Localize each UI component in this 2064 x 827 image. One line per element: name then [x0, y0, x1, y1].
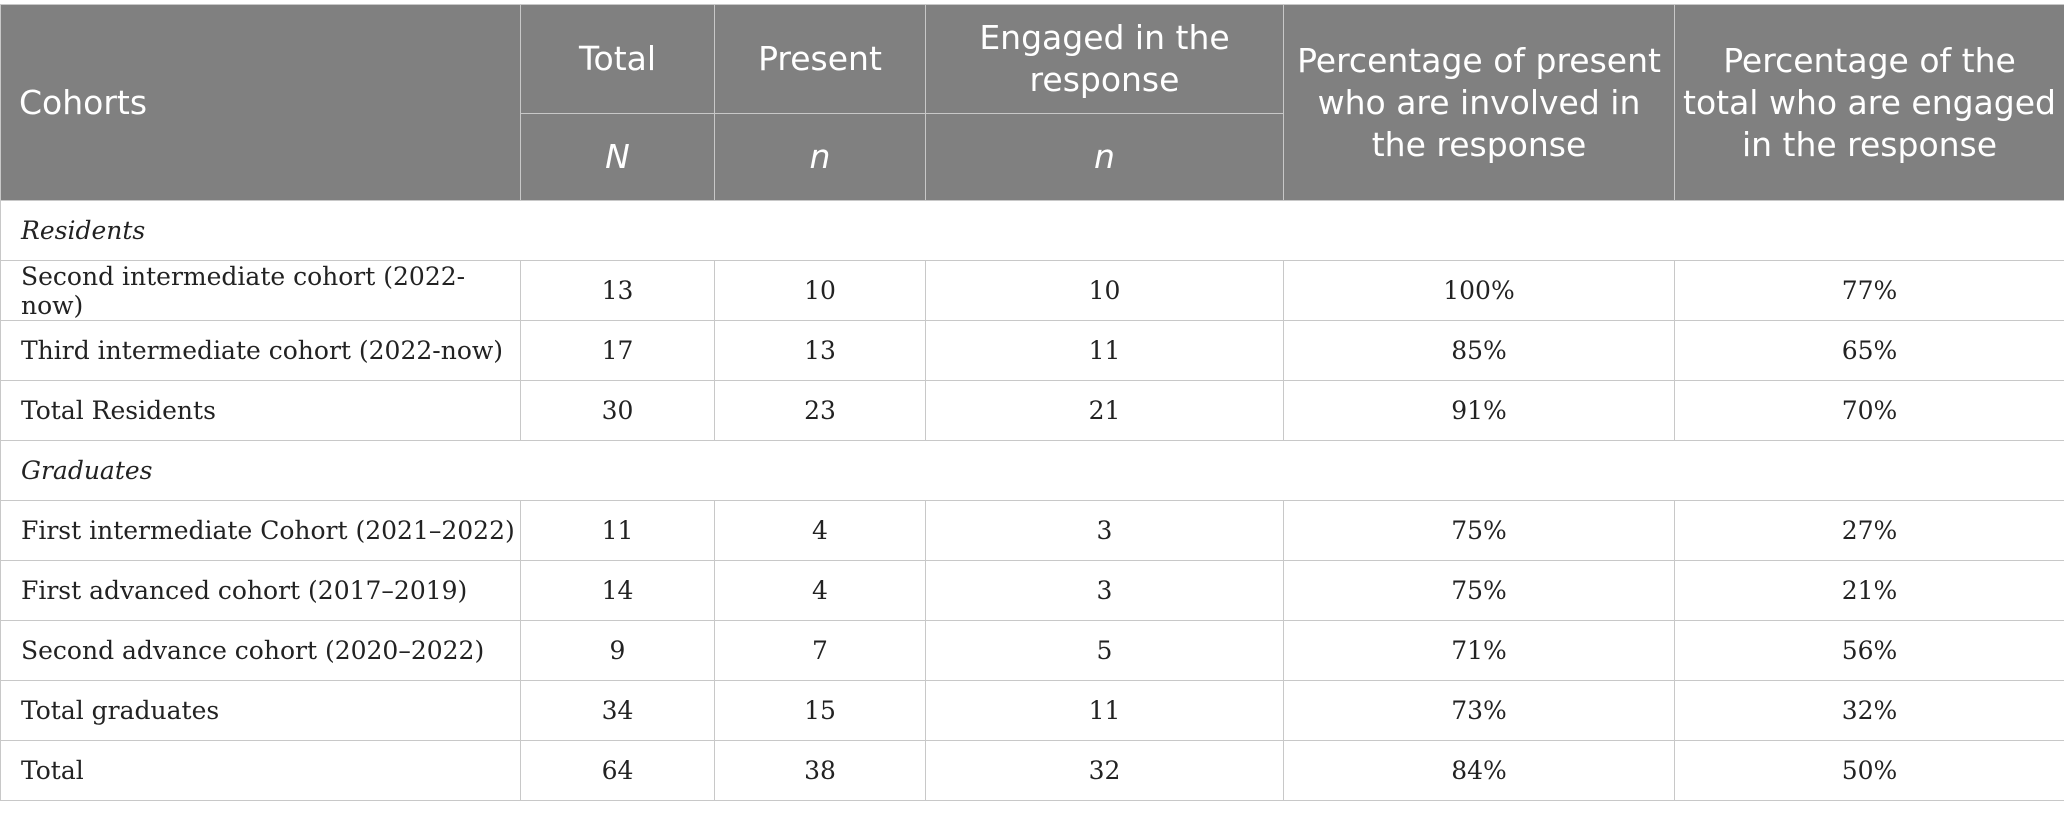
cell-pct-total: 21%	[1674, 560, 2064, 621]
cell-pct-present: 75%	[1283, 500, 1675, 561]
cell-total: 64	[520, 740, 715, 801]
cell-engaged: 21	[925, 380, 1284, 441]
cell-pct-total: 77%	[1674, 260, 2064, 321]
cell-cohort: Total	[0, 740, 521, 801]
cell-present: 10	[714, 260, 926, 321]
cell-present: 38	[714, 740, 926, 801]
section-title: Residents	[0, 200, 2064, 261]
cell-total: 34	[520, 680, 715, 741]
cell-present: 4	[714, 560, 926, 621]
cell-cohort: First intermediate Cohort (2021–2022)	[0, 500, 521, 561]
table-row: Second intermediate cohort (2022-now) 13…	[0, 260, 2064, 321]
table-row: First advanced cohort (2017–2019) 14 4 3…	[0, 560, 2064, 621]
cell-pct-total: 65%	[1674, 320, 2064, 381]
cell-pct-present: 73%	[1283, 680, 1675, 741]
cell-pct-present: 100%	[1283, 260, 1675, 321]
cohorts-table: Cohorts Total Present Engaged in the res…	[0, 4, 2064, 801]
cell-engaged: 11	[925, 320, 1284, 381]
cell-pct-total: 32%	[1674, 680, 2064, 741]
header-pct-total: Percentage of the total who are engaged …	[1674, 4, 2064, 201]
table-body: Residents Second intermediate cohort (20…	[0, 200, 2064, 801]
header-engaged: Engaged in the response	[925, 4, 1284, 114]
header-symbol-present: n	[714, 113, 926, 201]
header-symbol-total: N	[520, 113, 715, 201]
header-pct-present: Percentage of present who are involved i…	[1283, 4, 1675, 201]
cell-present: 13	[714, 320, 926, 381]
table-row: First intermediate Cohort (2021–2022) 11…	[0, 500, 2064, 561]
cell-pct-present: 85%	[1283, 320, 1675, 381]
cell-engaged: 3	[925, 560, 1284, 621]
cell-cohort: Second intermediate cohort (2022-now)	[0, 260, 521, 321]
cell-cohort: Total Residents	[0, 380, 521, 441]
cell-pct-total: 50%	[1674, 740, 2064, 801]
cell-engaged: 5	[925, 620, 1284, 681]
cell-present: 15	[714, 680, 926, 741]
cell-pct-total: 56%	[1674, 620, 2064, 681]
table-row: Third intermediate cohort (2022-now) 17 …	[0, 320, 2064, 381]
section-title: Graduates	[0, 440, 2064, 501]
cell-total: 11	[520, 500, 715, 561]
cell-present: 4	[714, 500, 926, 561]
header-total: Total	[520, 4, 715, 114]
header-cohorts: Cohorts	[0, 4, 521, 201]
cell-cohort: First advanced cohort (2017–2019)	[0, 560, 521, 621]
cell-cohort: Second advance cohort (2020–2022)	[0, 620, 521, 681]
cell-pct-present: 84%	[1283, 740, 1675, 801]
cell-total: 13	[520, 260, 715, 321]
table-row: Total graduates 34 15 11 73% 32%	[0, 680, 2064, 741]
table-row: Second advance cohort (2020–2022) 9 7 5 …	[0, 620, 2064, 681]
cell-pct-total: 27%	[1674, 500, 2064, 561]
table-row: Total Residents 30 23 21 91% 70%	[0, 380, 2064, 441]
cell-total: 14	[520, 560, 715, 621]
cell-total: 9	[520, 620, 715, 681]
cell-pct-present: 91%	[1283, 380, 1675, 441]
cell-cohort: Third intermediate cohort (2022-now)	[0, 320, 521, 381]
section-row-graduates: Graduates	[0, 440, 2064, 501]
cell-pct-present: 75%	[1283, 560, 1675, 621]
cell-present: 7	[714, 620, 926, 681]
cell-total: 30	[520, 380, 715, 441]
cell-total: 17	[520, 320, 715, 381]
cell-pct-total: 70%	[1674, 380, 2064, 441]
header-symbol-engaged: n	[925, 113, 1284, 201]
cell-engaged: 11	[925, 680, 1284, 741]
grand-total-row: Total 64 38 32 84% 50%	[0, 740, 2064, 801]
cell-engaged: 3	[925, 500, 1284, 561]
cell-pct-present: 71%	[1283, 620, 1675, 681]
cell-cohort: Total graduates	[0, 680, 521, 741]
cell-engaged: 32	[925, 740, 1284, 801]
section-row-residents: Residents	[0, 200, 2064, 261]
cell-engaged: 10	[925, 260, 1284, 321]
cell-present: 23	[714, 380, 926, 441]
table-header: Cohorts Total Present Engaged in the res…	[0, 4, 2064, 201]
header-present: Present	[714, 4, 926, 114]
